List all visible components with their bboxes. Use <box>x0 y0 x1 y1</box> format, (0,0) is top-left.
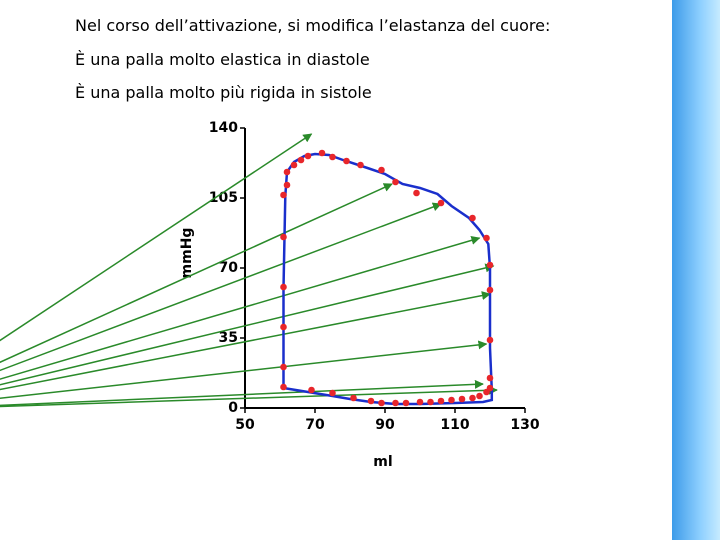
data-point <box>476 392 483 400</box>
data-point <box>329 389 336 397</box>
data-point <box>304 152 312 160</box>
slide-text: È una palla molto più rigida in sistole <box>75 83 372 102</box>
data-point <box>413 189 420 197</box>
data-point <box>486 286 494 294</box>
y-tick-label: 35 <box>219 330 238 346</box>
data-point <box>367 397 375 405</box>
data-point <box>486 261 494 269</box>
data-point <box>283 168 291 176</box>
elastance-arrow <box>0 340 488 400</box>
data-point <box>329 153 336 161</box>
data-point <box>486 374 494 382</box>
x-axis-label: ml <box>373 454 392 470</box>
data-point <box>280 323 287 331</box>
pv-loop-line <box>282 152 494 406</box>
elastance-arrow <box>0 133 313 342</box>
data-point <box>280 383 287 391</box>
elastance-arrow <box>0 183 393 364</box>
y-axis-label: mmHg <box>179 228 195 279</box>
data-point <box>486 336 494 344</box>
data-point <box>280 233 287 241</box>
data-point <box>437 397 445 405</box>
y-tick-label: 140 <box>209 120 238 136</box>
data-point <box>392 399 399 407</box>
side-strip <box>672 0 720 540</box>
elastance-arrow <box>0 385 498 408</box>
data-point <box>357 161 364 169</box>
x-tick-label: 70 <box>305 417 325 433</box>
y-tick-label: 0 <box>228 400 238 416</box>
y-tick-label: 70 <box>219 260 239 276</box>
data-point <box>469 214 476 222</box>
data-point <box>416 398 424 406</box>
data-point <box>458 395 466 403</box>
data-point <box>378 166 385 174</box>
data-point <box>283 181 291 189</box>
data-point <box>350 394 357 402</box>
data-point <box>297 156 305 164</box>
x-tick-label: 50 <box>235 417 255 433</box>
data-point <box>427 398 434 406</box>
data-point <box>437 199 445 207</box>
slide-text: Nel corso dell’attivazione, si modifica … <box>75 16 551 35</box>
data-point <box>392 178 399 186</box>
data-point <box>402 399 410 407</box>
x-tick-label: 110 <box>440 417 469 433</box>
data-point <box>469 394 476 402</box>
data-point <box>280 191 287 199</box>
elastance-arrow <box>0 379 484 407</box>
elastance-arrow <box>0 202 442 372</box>
elastance-arrow <box>0 263 495 386</box>
slide-text: È una palla molto elastica in diastole <box>75 50 370 69</box>
data-point <box>448 396 455 404</box>
data-point <box>343 157 350 165</box>
x-tick-label: 130 <box>510 417 539 433</box>
elastance-arrow <box>0 235 481 380</box>
data-point <box>483 234 490 242</box>
data-point <box>280 363 287 371</box>
data-point <box>280 283 287 291</box>
elastance-arrow <box>0 291 491 391</box>
x-tick-label: 90 <box>375 417 395 433</box>
data-point <box>378 399 385 407</box>
data-point <box>318 149 326 157</box>
data-point <box>290 161 298 169</box>
data-point <box>308 386 315 394</box>
y-tick-label: 105 <box>209 190 238 206</box>
data-point <box>486 384 494 392</box>
